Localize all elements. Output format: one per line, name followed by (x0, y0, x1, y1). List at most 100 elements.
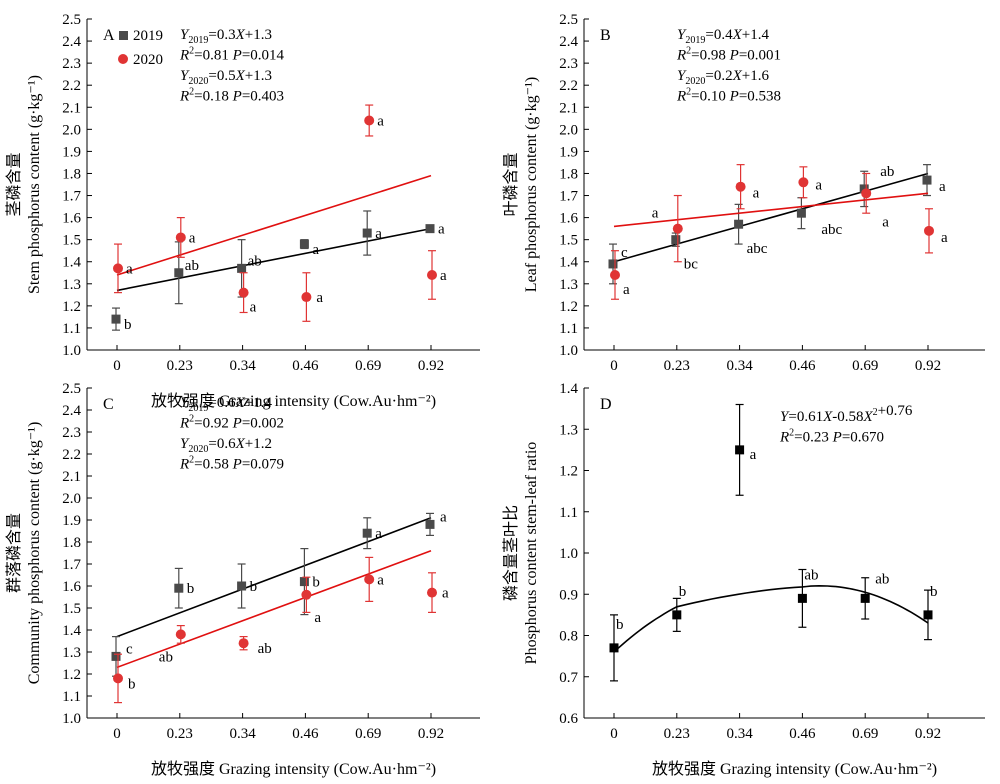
significance-label: a (375, 226, 382, 242)
x-tick-label: 0.23 (664, 726, 690, 742)
eq-pval: =0.014 (242, 48, 285, 64)
eq-pval: =0.002 (242, 416, 284, 432)
y-tick-label: 1.9 (62, 513, 81, 529)
y-axis-title-cn: 叶磷含量 (502, 152, 520, 216)
eq-sub: 2020 (685, 76, 705, 87)
panel-letter: A (103, 27, 115, 44)
y-tick-label: 1.2 (559, 299, 578, 315)
eq-eq: = (705, 27, 713, 43)
eq-pval: =0.538 (739, 89, 781, 105)
significance-label: b (128, 676, 136, 692)
panel-A: 1.0 1.1 1.2 1.3 1.4 1.5 1.6 1.7 1.8 1.9 2.0 2.1 2.2 2… (5, 12, 480, 410)
x-tick-label: 0.69 (355, 358, 381, 374)
x-tick-label: 0.23 (664, 358, 690, 374)
eq-p: P (729, 48, 739, 64)
y-tick-label: 1.8 (559, 166, 578, 182)
x-axis-title: 放牧强度 Grazing intensity (Cow.Au·hm⁻²) (151, 760, 436, 778)
significance-label: ab (875, 571, 889, 587)
x-tick-label: 0.23 (167, 726, 193, 742)
x-tick-label: 0.69 (852, 726, 878, 742)
x-tick-label: 0.46 (292, 726, 319, 742)
eq-eq: = (208, 27, 216, 43)
y-tick-label: 1.1 (62, 689, 81, 705)
eq-sup: 2 (189, 414, 194, 425)
data-point-square (299, 577, 309, 587)
x-axis-title: 放牧强度 Grazing intensity (Cow.Au·hm⁻²) (151, 392, 436, 410)
x-axis-title: 放牧强度 Grazing intensity (Cow.Au·hm⁻²) (652, 760, 937, 778)
y-tick-label: 1.6 (62, 579, 81, 595)
eq-eq: = (705, 68, 713, 84)
eq-part: -0.58 (832, 409, 863, 425)
y-tick-label: 2.1 (62, 100, 81, 116)
eq-sup: 2 (686, 46, 691, 57)
equation-line: R2=0.10 P=0.538 (676, 87, 781, 105)
data-point-circle (238, 638, 249, 649)
significance-label: a (939, 179, 946, 195)
eq-part: 0.5 (217, 68, 236, 84)
eq-sup: 2 (189, 87, 194, 98)
equation-line: Y2020=0.2X+1.6 (677, 68, 769, 87)
y-tick-label: 1.2 (62, 667, 81, 683)
significance-label: b (312, 575, 320, 591)
eq-x: X (235, 395, 246, 411)
eq-x: X (235, 436, 246, 452)
significance-label: a (442, 586, 449, 602)
eq-part: 0.61 (797, 409, 823, 425)
significance-label: abc (821, 222, 842, 238)
x-tick-label: 0.46 (292, 358, 319, 374)
data-point-square (734, 219, 744, 229)
eq-eq: = (788, 409, 796, 425)
eq-part: +1.6 (742, 68, 770, 84)
significance-label: a (753, 186, 760, 202)
significance-label: b (250, 579, 258, 595)
y-tick-label: 1.6 (62, 211, 81, 227)
y-tick-label: 1.4 (62, 623, 81, 639)
y-axis-title: Leaf phosphorus content (g·kg⁻¹) (523, 77, 540, 292)
y-tick-label: 1.8 (62, 166, 81, 182)
y-tick-label: 1.0 (559, 546, 578, 562)
eq-part: +1.2 (245, 436, 272, 452)
equation-line: R2=0.18 P=0.403 (179, 87, 284, 105)
data-point-circle (610, 269, 620, 280)
significance-label: a (882, 214, 889, 230)
data-point-circle (113, 673, 123, 684)
significance-label: a (815, 177, 822, 193)
eq-p: P (232, 416, 242, 432)
data-point-circle (364, 574, 375, 585)
y-tick-label: 2.3 (62, 425, 81, 441)
data-point-square (362, 228, 372, 238)
y-tick-label: 1.1 (559, 505, 578, 521)
x-tick-label: 0.69 (852, 358, 878, 374)
significance-label: a (438, 222, 445, 238)
significance-label: a (440, 268, 447, 284)
x-tick-label: 0 (113, 726, 121, 742)
data-point-square (237, 263, 247, 273)
y-tick-label: 2.1 (62, 469, 81, 485)
data-point-square (237, 581, 247, 591)
panel-D: 0.6 0.7 0.8 0.9 1.0 1.1 1.2 1.3 1.4 0 0.23 0.34 0.46… (502, 381, 985, 778)
y-tick-label: 1.3 (559, 422, 578, 438)
eq-sup: 2 (789, 428, 794, 439)
eq-sup: 2 (189, 46, 194, 57)
data-point-circle (238, 287, 249, 298)
x-tick-label: 0 (113, 358, 121, 374)
y-tick-label: 2.0 (62, 122, 81, 138)
y-tick-label: 1.1 (62, 321, 81, 337)
y-tick-label: 1.7 (62, 557, 81, 573)
equation-line: R2=0.23 P=0.670 (779, 428, 884, 446)
equation-line: Y2019=0.4X+1.4 (677, 27, 769, 46)
significance-label: ab (880, 164, 894, 180)
eq-pval: =0.001 (739, 48, 781, 64)
y-tick-label: 0.7 (559, 670, 578, 686)
eq-sup: 2 (873, 407, 878, 418)
eq-y: Y (780, 409, 790, 425)
significance-label: a (623, 282, 630, 298)
significance-label: b (616, 617, 624, 633)
y-tick-label: 1.9 (559, 144, 578, 160)
y-tick-label: 2.5 (559, 12, 578, 28)
trend-line-2019 (116, 517, 432, 638)
y-tick-label: 2.5 (62, 12, 81, 28)
data-point-square (672, 610, 682, 620)
eq-val: =0.98 (691, 48, 729, 64)
significance-label: b (930, 584, 938, 600)
